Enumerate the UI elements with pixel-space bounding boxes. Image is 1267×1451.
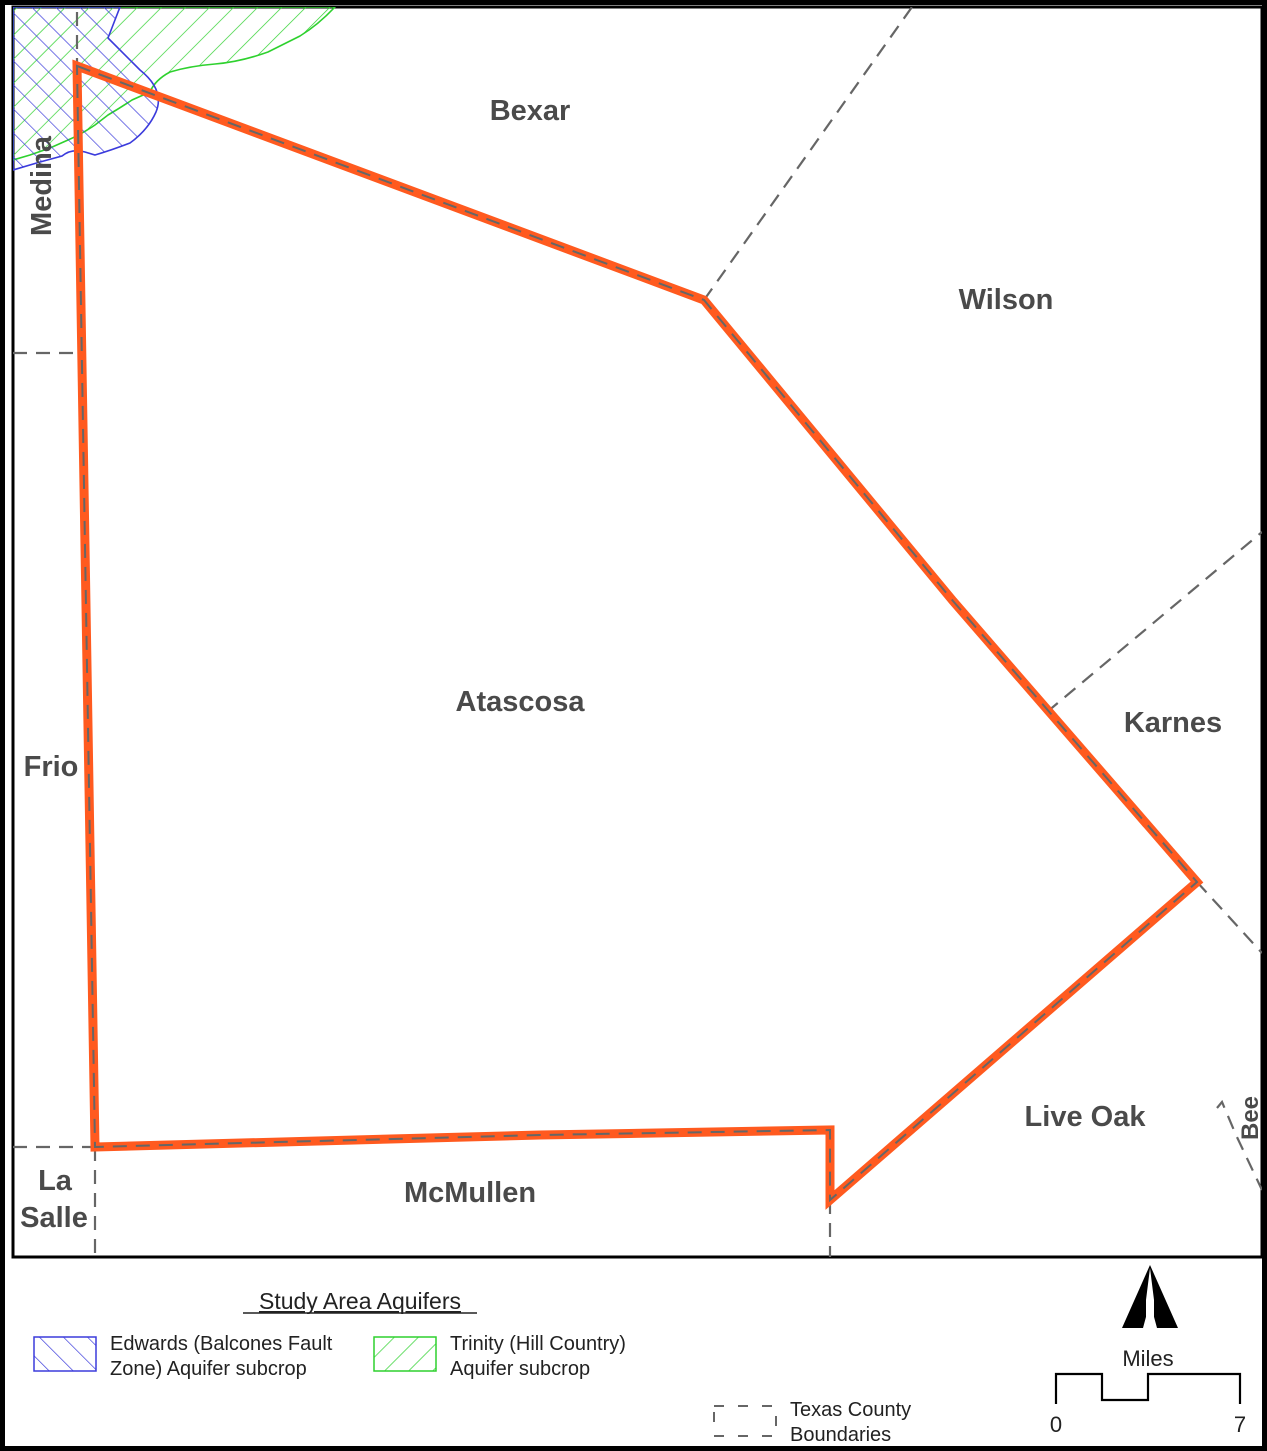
scale-bar-graphic <box>1054 1372 1242 1404</box>
edwards-legend-label-line2: Zone) Aquifer subcrop <box>110 1358 307 1380</box>
county-label-wilson: Wilson <box>959 284 1054 316</box>
trinity-legend-label-line1: Trinity (Hill Country) <box>450 1333 626 1355</box>
county-label-medina: Medina <box>26 135 58 236</box>
edwards-legend-swatch <box>33 1336 97 1372</box>
county-label-mcmullen: McMullen <box>404 1177 536 1209</box>
county-label-frio: Frio <box>24 751 79 783</box>
county-label-karnes: Karnes <box>1124 707 1222 739</box>
trinity-legend-swatch <box>373 1336 437 1372</box>
legend-title: Study Area Aquifers <box>259 1288 461 1314</box>
county-label-la-salle-line2: Salle <box>20 1202 88 1234</box>
trinity-legend-label-line2: Aquifer subcrop <box>450 1358 590 1380</box>
county-line-karnes-live-oak <box>1196 881 1262 954</box>
county-boundaries <box>13 7 1262 1257</box>
scale-bar: Miles 0 7 <box>1050 1346 1246 1437</box>
county-boundary-legend-swatch <box>713 1405 777 1437</box>
map-panel-border <box>11 5 1264 1259</box>
scale-bar-end-label: 7 <box>1234 1412 1246 1437</box>
study-area-boundary-dash <box>75 64 1199 1203</box>
county-label-bee: Bee <box>1237 1096 1264 1140</box>
county-line-bee <box>1216 1099 1262 1191</box>
county-boundary-legend-label-line1: Texas County <box>790 1399 911 1421</box>
county-line-bexar-wilson <box>703 7 913 301</box>
county-label-live-oak: Live Oak <box>1025 1101 1147 1133</box>
scale-bar-unit-label: Miles <box>1122 1346 1173 1371</box>
county-line-wilson-karnes <box>1046 531 1262 713</box>
edwards-aquifer-area <box>13 7 160 171</box>
county-label-bexar: Bexar <box>490 95 571 127</box>
edwards-legend-label-line1: Edwards (Balcones Fault <box>110 1333 333 1355</box>
legend: Study Area Aquifers Edwards (Balcones Fa… <box>33 1288 911 1446</box>
county-boundary-legend-label-line2: Boundaries <box>790 1424 891 1446</box>
county-label-la-salle-line1: La <box>38 1165 73 1197</box>
scale-bar-start-label: 0 <box>1050 1412 1062 1437</box>
map-panel: Bexar Wilson Atascosa Karnes Frio Live O… <box>11 5 1264 1259</box>
north-arrow-icon <box>1122 1265 1178 1328</box>
county-label-atascosa: Atascosa <box>456 686 586 718</box>
